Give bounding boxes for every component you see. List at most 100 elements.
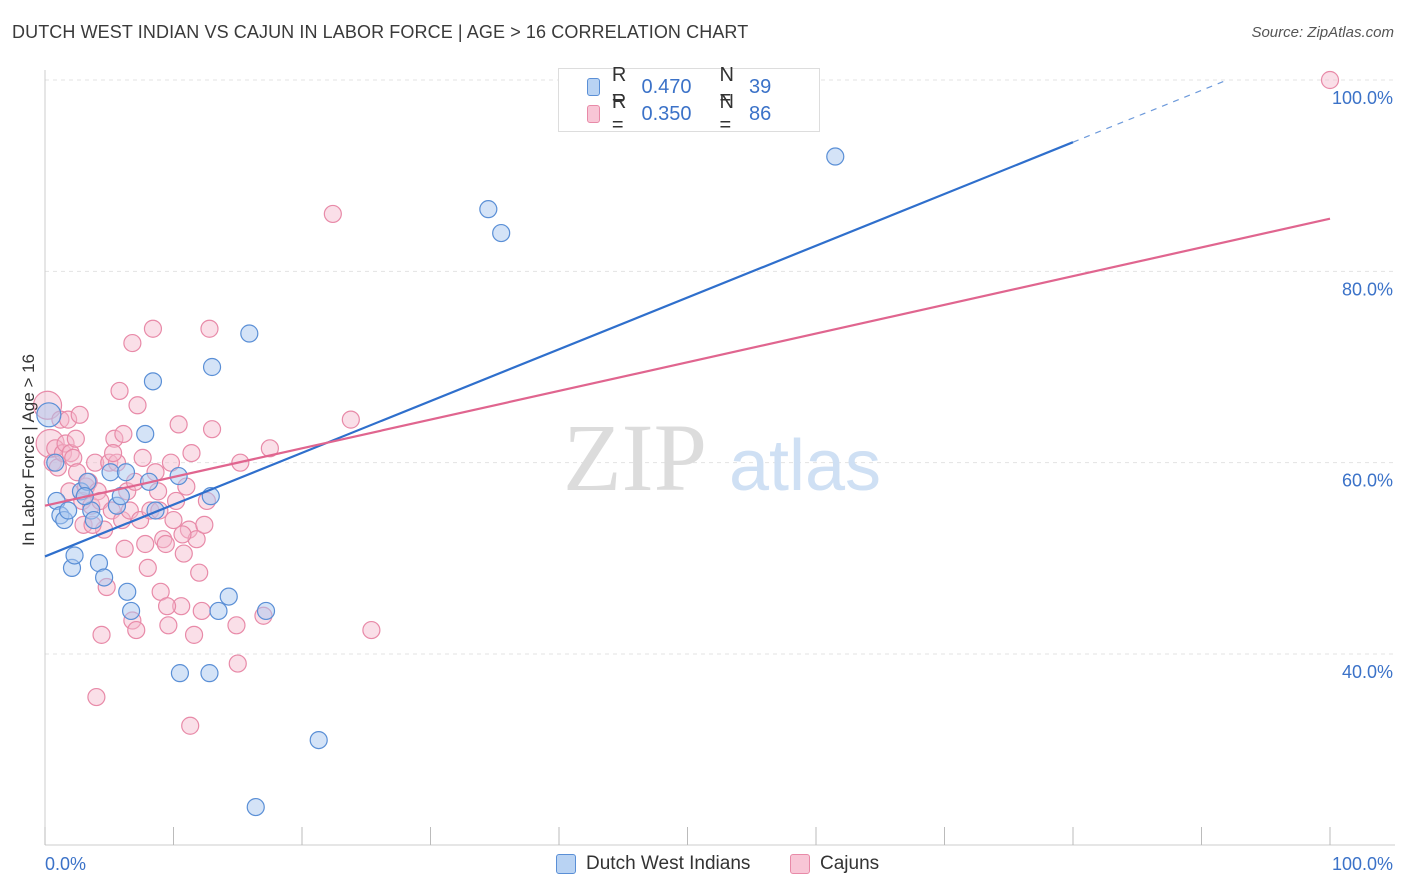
- cajun-point: [323, 204, 342, 224]
- cajun-point: [56, 434, 75, 453]
- cajun-point: [169, 415, 188, 434]
- legend-swatch-pink: [587, 105, 600, 123]
- source-label: Source: ZipAtlas.com: [1251, 24, 1394, 41]
- legend-r-label: R =: [611, 64, 627, 109]
- cajun-point: [133, 448, 152, 467]
- cajun-point: [200, 319, 219, 338]
- dutch-west-indian-point: [219, 587, 238, 606]
- cajun-point: [228, 654, 247, 673]
- dutch-west-indian-points: [36, 147, 845, 817]
- cajun-point: [362, 620, 381, 640]
- cajun-point: [227, 616, 246, 635]
- chart-title: DUTCH WEST INDIAN VS CAJUN IN LABOR FORC…: [12, 22, 749, 42]
- cajun-point: [66, 429, 85, 448]
- y-tick-label: 40.0%: [1342, 662, 1393, 682]
- cajun-point: [127, 620, 146, 640]
- legend-r-label: R =: [611, 91, 627, 136]
- cajun-point: [164, 510, 183, 530]
- dutch-west-indian-point: [479, 200, 498, 219]
- dutch-west-indian-point: [84, 510, 103, 530]
- cajun-point: [156, 534, 175, 554]
- cajun-point: [192, 601, 211, 621]
- cajun-point: [159, 616, 178, 635]
- dutch-west-indian-point: [121, 601, 141, 621]
- bottom-legend-swatch-pink: [790, 854, 810, 874]
- dutch-west-indian-point: [256, 601, 276, 621]
- trend-lines: [44, 79, 1331, 558]
- dutch-west-indian-point: [116, 463, 136, 482]
- y-axis-label: In Labor Force | Age > 16: [19, 354, 38, 547]
- dutch-west-indian-point: [309, 730, 328, 750]
- cajun-point: [92, 625, 111, 644]
- bottom-legend-cajuns: Cajuns: [790, 852, 879, 876]
- cajun-point: [105, 429, 124, 448]
- dutch-west-indian-point: [826, 147, 845, 166]
- cajun-point: [136, 534, 155, 554]
- cajun-point: [87, 687, 106, 707]
- dutch-west-indian-point: [202, 357, 222, 377]
- cajun-point: [341, 410, 360, 429]
- dutch-west-indian-point: [95, 568, 114, 587]
- watermark-atlas: atlas: [729, 426, 881, 506]
- legend-n-label: N =: [719, 91, 734, 136]
- dutch-west-indian-point: [200, 664, 219, 683]
- cajun-point: [115, 539, 134, 558]
- dutch-west-indian-point: [111, 487, 130, 506]
- cajun-point: [172, 597, 191, 616]
- cajun-point: [161, 453, 181, 472]
- legend-row-cajuns: R = 0.350 N = 86: [587, 91, 819, 136]
- y-tick-label: 60.0%: [1342, 471, 1393, 491]
- watermark-zip: ZIP: [563, 404, 707, 511]
- cajun-point: [110, 381, 129, 401]
- dutch-west-indian-point: [118, 582, 137, 601]
- dutch-west-indian-point: [46, 453, 65, 472]
- legend: R = 0.470 N = 39 R = 0.350 N = 86: [558, 64, 820, 136]
- cajun-point: [182, 444, 201, 463]
- tick-labels: 40.0% 60.0% 80.0% 100.0% 0.0% 100.0%: [45, 88, 1393, 874]
- gridlines: [45, 79, 1395, 655]
- dutch-west-indian-trend-line: [44, 141, 1074, 558]
- legend-r-value: 0.350: [641, 102, 692, 125]
- cajun-point: [190, 563, 209, 582]
- cajun-point: [1320, 70, 1340, 90]
- cajun-point: [104, 444, 123, 463]
- cajun-point: [260, 439, 279, 458]
- cajun-point: [64, 448, 83, 467]
- cajun-point: [184, 625, 204, 644]
- cajun-trend-line: [44, 217, 1331, 507]
- dutch-west-indian-point: [136, 424, 155, 444]
- legend-row-dutch-west-indians: R = 0.470 N = 39: [587, 64, 819, 109]
- cajun-point: [128, 396, 147, 415]
- x-tick-label: 0.0%: [45, 854, 86, 874]
- dutch-west-indian-point: [240, 324, 259, 343]
- cajun-point: [70, 405, 89, 424]
- cajun-point: [86, 453, 105, 472]
- cajun-point: [143, 319, 163, 338]
- dutch-west-indian-trend-extension: [1072, 79, 1228, 143]
- dutch-west-indian-point: [209, 601, 228, 621]
- cajun-point: [123, 333, 142, 353]
- bottom-legend-swatch-blue: [556, 854, 576, 874]
- cajun-points: [32, 70, 1340, 735]
- dutch-west-indian-point: [170, 664, 190, 683]
- axes: [44, 70, 1395, 846]
- cajun-point: [202, 420, 222, 439]
- cajun-point: [157, 597, 177, 616]
- cajun-point: [181, 716, 200, 735]
- cajun-point: [114, 424, 133, 444]
- legend-r-value: 0.470: [641, 75, 692, 98]
- cajun-point: [174, 544, 193, 563]
- bottom-legend-label: Dutch West Indians: [586, 853, 751, 874]
- y-tick-label: 80.0%: [1342, 279, 1393, 299]
- cajun-point: [138, 558, 157, 578]
- dutch-west-indian-point: [492, 223, 511, 243]
- legend-swatch-blue: [587, 78, 600, 96]
- y-tick-label: 100.0%: [1332, 88, 1393, 108]
- dutch-west-indian-point: [65, 546, 84, 565]
- cajun-point: [173, 525, 192, 544]
- dutch-west-indian-point: [143, 372, 163, 391]
- dutch-west-indian-point: [246, 797, 265, 817]
- x-tick-label: 100.0%: [1332, 854, 1393, 874]
- bottom-legend-label: Cajuns: [820, 853, 880, 874]
